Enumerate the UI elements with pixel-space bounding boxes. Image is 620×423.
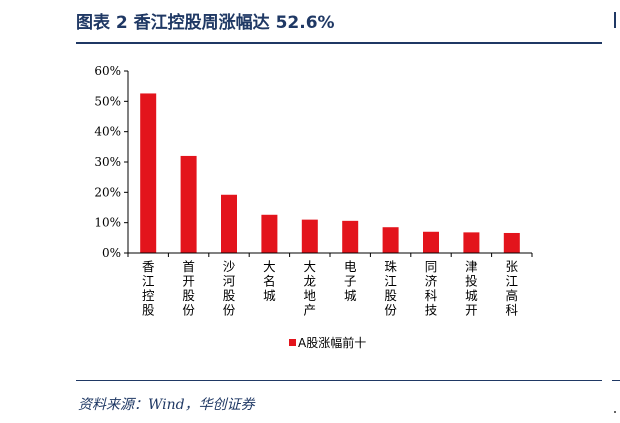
y-tick-label: 40% [94,125,121,139]
title-rule [76,42,602,44]
bar [140,93,157,254]
y-tick-label: 10% [94,216,121,230]
y-axis: 0% 10% 20% 30% 40% 50% 60% [94,64,129,260]
bar [423,231,439,253]
x-tick-label: 香江控股 [142,259,155,318]
bar-chart: 0% 10% 20% 30% 40% 50% 60% 香江控股 首开股份 沙河股份 大名城 大龙地产… [94,64,533,350]
adjacent-panel-edge [614,12,616,28]
x-tick-label: 沙河股份 [223,259,236,318]
bar [221,194,237,253]
adjacent-panel-rule [612,380,620,381]
bar [503,232,520,253]
x-axis: 香江控股 首开股份 沙河股份 大名城 大龙地产 电子城 珠江股份 同济科技 津投城开 张江高科 [127,252,533,318]
bar [463,232,480,253]
legend-label: A股涨幅前十 [298,335,366,350]
x-tick-label: 津投城开 [465,259,478,318]
x-tick-label: 首开股份 [182,259,195,318]
source-rule [76,380,602,381]
legend: A股涨幅前十 [289,335,366,350]
bar [382,227,399,253]
y-tick-label: 0% [102,246,121,260]
y-tick-label: 20% [94,185,121,199]
bar [301,219,318,253]
x-tick-label: 同济科技 [425,259,438,318]
x-tick-label: 大名城 [263,259,276,303]
x-tick-label: 珠江股份 [384,259,397,318]
bar [180,155,197,253]
x-tick-label: 大龙地产 [304,259,317,318]
bar [342,220,359,253]
legend-swatch [289,339,296,346]
y-tick-label: 60% [94,64,121,78]
x-tick-label: 张江高科 [506,259,519,318]
source-note: 资料来源：Wind，华创证券 [78,397,255,413]
bar [261,214,278,253]
adjacent-panel-mark [614,411,616,413]
bars [140,93,520,254]
y-tick-label: 30% [94,155,121,169]
figure-title: 图表 2 香江控股周涨幅达 52.6% [76,13,335,33]
x-tick-label: 电子城 [344,259,357,303]
y-tick-label: 50% [94,94,121,108]
